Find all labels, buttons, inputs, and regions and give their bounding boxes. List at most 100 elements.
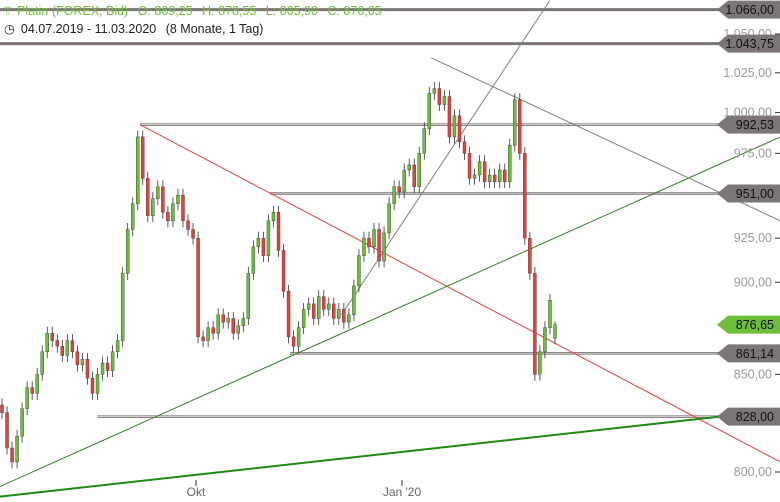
candle-body [533,273,537,375]
duration: (8 Monate, 1 Tag) [165,22,264,36]
candle-body [397,186,401,193]
close-value: C: 876,65 [327,4,382,18]
candle-body [392,186,396,204]
candle-body [447,96,452,138]
candle-body [327,303,331,310]
candle-body [286,291,291,338]
candle-body [181,195,185,222]
candle-body [40,351,44,375]
candle-body [120,273,125,341]
candle-body [10,447,14,463]
level-tag: 861,14 [717,344,780,363]
date-range: 04.07.2019 - 11.03.2020 [20,22,157,36]
candle-body [261,237,266,256]
candle-body [427,93,432,129]
candlestick-icon: ⫪ [4,4,12,18]
candle-body [291,336,296,347]
y-tick-label: 975,00 [734,146,772,160]
candle-body [538,351,542,375]
candle-body [251,246,256,274]
level-tag-shape [717,34,780,53]
candle-body [362,237,366,256]
candle-body [543,327,547,352]
current-price-tag-shape [717,315,780,334]
trendline [0,136,780,488]
candle-body [136,136,140,204]
level-tag: 828,00 [717,407,780,426]
candle-body [5,412,9,449]
level-tag: 1.066,00 [717,0,780,19]
candle-body [518,99,522,154]
level-tag-shape [717,407,780,426]
candle-body [110,351,115,371]
candle-body [105,362,110,371]
candle-body [115,340,120,352]
level-tag-label: 1.043,75 [725,37,774,51]
level-tag-shape [717,0,780,19]
level-tag: 1.043,75 [717,34,780,53]
current-price-tag-label: 876,65 [736,318,774,332]
trendline [0,415,721,498]
candle-body [442,96,447,105]
candle-body [296,327,301,347]
candle-body [387,203,391,234]
candle-body [407,164,411,171]
candle-body [528,237,532,274]
candle-body [548,300,552,328]
candle-body [467,153,472,179]
candle-body [25,387,29,410]
candle-body [35,374,39,394]
candle-body [281,250,286,292]
candle-body [241,318,246,327]
candle-body [482,161,487,182]
level-tag-label: 1.066,00 [725,3,774,17]
candle-body [437,88,442,105]
candle-body [45,332,49,352]
candle-body [60,345,65,356]
candle-body [332,303,336,319]
candle-body [377,229,381,262]
candle-body [513,99,517,146]
candle-body [125,229,130,274]
y-tick-label: 1.025,00 [723,66,772,80]
range-header: ◷ 04.07.2019 - 11.03.2020 (8 Monate, 1 Ta… [4,21,269,36]
candle-body [452,115,457,138]
open-value: O: 869,25 [137,4,193,18]
x-tick-label: Okt [187,485,206,499]
candle-body [90,377,95,394]
candle-body [477,161,482,176]
candle-body [498,169,502,182]
x-tick-label: Jan '20 [383,485,422,499]
candle-body [161,186,165,213]
level-tag-shape [717,344,780,363]
candle-body [226,318,230,323]
candle-body [15,435,19,463]
candle-body [462,141,467,154]
high-value: H: 878,55 [202,4,257,18]
candle-body [176,195,180,204]
level-tag-label: 951,00 [736,187,774,201]
trendline [139,124,780,463]
low-value: L: 865,90 [265,4,318,18]
candle-body [306,303,311,310]
candle-body [311,303,316,319]
candle-body [231,318,235,334]
level-tag-shape [717,184,780,203]
candle-body [100,362,105,375]
instrument-name: Platin (FOREX, Bid) [17,4,129,18]
candle-body [50,332,54,341]
candle-body [75,351,80,366]
y-tick-label: 850,00 [734,367,772,381]
candle-body [357,255,361,287]
candle-body [80,359,85,366]
candle-body [30,387,34,394]
candle-body [342,309,346,323]
candle-body [216,314,220,334]
candle-body [417,153,421,187]
candle-body [382,232,386,262]
candle-body [95,374,100,394]
candle-body [256,237,261,248]
candle-body [412,164,416,187]
trendline [341,0,551,316]
